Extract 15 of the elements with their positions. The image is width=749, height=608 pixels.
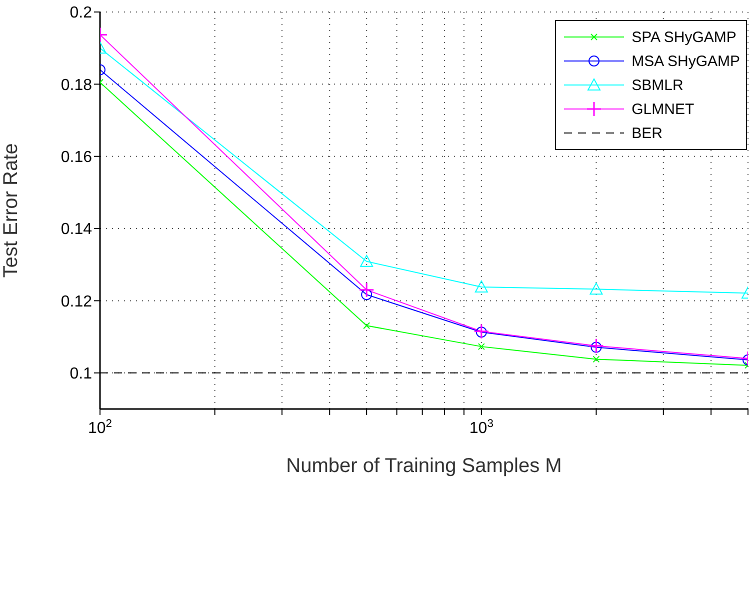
x-axis-title: Number of Training Samples M bbox=[286, 455, 562, 477]
x-tick-label: 10$^{3}$ bbox=[469, 418, 494, 437]
legend-label: SBMLR bbox=[632, 76, 684, 94]
y-tick-label: 0.12 bbox=[60, 293, 92, 310]
x-tick-label: 10$^{2}$ bbox=[88, 418, 112, 437]
y-tick-label: 0.14 bbox=[60, 221, 92, 238]
y-tick-label: 0.16 bbox=[60, 149, 92, 166]
y-tick-label: 0.2 bbox=[70, 4, 92, 22]
legend-label: SPA SHyGAMP bbox=[632, 28, 736, 46]
legend-label: BER bbox=[632, 124, 662, 142]
y-axis-title: Test Error Rate bbox=[0, 143, 22, 278]
legend-label: GLMNET bbox=[632, 100, 694, 118]
y-tick-label: 0.1 bbox=[70, 366, 92, 383]
legend-label: MSA SHyGAMP bbox=[632, 52, 740, 70]
y-tick-label: 0.18 bbox=[60, 76, 92, 94]
